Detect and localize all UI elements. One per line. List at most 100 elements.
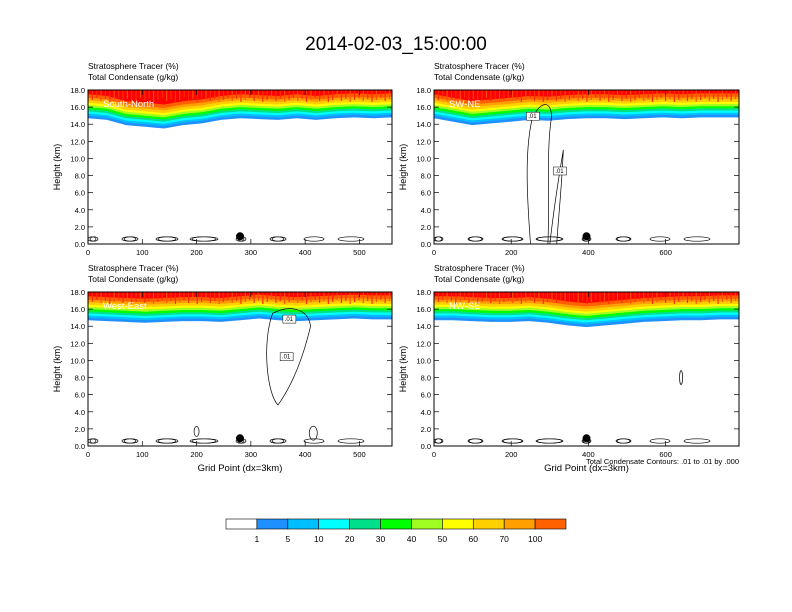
low-cloud-contour bbox=[468, 438, 484, 444]
low-cloud-contour bbox=[468, 236, 484, 242]
low-cloud-contour bbox=[271, 438, 287, 444]
y-tick-label: 12.0 bbox=[70, 339, 85, 348]
low-cloud-contour bbox=[157, 438, 179, 444]
low-cloud-contour bbox=[191, 236, 219, 242]
y-tick-label: 12.0 bbox=[416, 137, 431, 146]
panel-subtitle: Stratosphere Tracer (%) bbox=[88, 61, 179, 71]
colorbar-label: 100 bbox=[528, 534, 542, 544]
x-tick-label: 300 bbox=[245, 248, 258, 257]
panel-2: .01 .01 SW-NE Stratosphere Tracer (%)Total … bbox=[398, 61, 740, 257]
y-tick-label: 6.0 bbox=[421, 391, 431, 400]
y-tick-label: 4.0 bbox=[421, 206, 431, 215]
low-cloud-contour bbox=[434, 236, 444, 242]
condensate-contours bbox=[434, 104, 711, 244]
colorbar-box bbox=[256, 518, 289, 530]
panel-subtitle: Total Condensate (g/kg) bbox=[434, 274, 524, 284]
x-tick-label: 200 bbox=[190, 450, 203, 459]
x-tick-label: 200 bbox=[190, 248, 203, 257]
y-axis-label: Height (km) bbox=[52, 346, 62, 393]
colorbar-label: 20 bbox=[345, 534, 355, 544]
panel-label: South-North bbox=[103, 99, 154, 110]
low-cloud-contour bbox=[337, 438, 365, 444]
x-tick-label: 600 bbox=[659, 248, 672, 257]
x-axis-label: Grid Point (dx=3km) bbox=[198, 463, 283, 474]
y-tick-label: 10.0 bbox=[416, 154, 431, 163]
x-tick-label: 400 bbox=[299, 248, 312, 257]
colorbar-label: 1 bbox=[255, 534, 260, 544]
contour-label-box bbox=[279, 352, 294, 361]
x-tick-label: 0 bbox=[86, 248, 90, 257]
tracer-band-11 bbox=[88, 90, 392, 105]
tracer-field: .01 .01 bbox=[434, 90, 739, 244]
cloud-contour bbox=[679, 370, 683, 385]
y-tick-label: 4.0 bbox=[421, 408, 431, 417]
low-cloud-contour bbox=[616, 438, 632, 444]
low-cloud-contour bbox=[303, 438, 325, 444]
y-tick-label: 8.0 bbox=[75, 172, 85, 181]
colorbar-box bbox=[411, 518, 443, 530]
contour-label-box bbox=[553, 166, 567, 176]
y-tick-label: 8.0 bbox=[75, 374, 85, 383]
low-cloud-contour bbox=[683, 236, 711, 242]
y-tick-label: 4.0 bbox=[75, 408, 85, 417]
colorbar-box bbox=[349, 518, 381, 530]
y-axis-label: Height (km) bbox=[398, 144, 408, 191]
figure-title: 2014-02-03_15:00:00 bbox=[305, 34, 487, 55]
y-tick-label: 18.0 bbox=[70, 86, 85, 95]
colorbar-box bbox=[442, 518, 474, 530]
low-cloud-contour bbox=[337, 236, 365, 242]
location-marker bbox=[236, 232, 244, 241]
panel-subtitle: Total Condensate (g/kg) bbox=[434, 72, 524, 82]
y-tick-label: 18.0 bbox=[416, 288, 431, 297]
low-cloud-contour bbox=[308, 425, 318, 441]
y-tick-label: 8.0 bbox=[421, 374, 431, 383]
location-marker bbox=[236, 434, 244, 443]
y-tick-label: 16.0 bbox=[70, 103, 85, 112]
low-cloud-contour bbox=[616, 236, 632, 242]
colorbar-box bbox=[380, 518, 412, 530]
y-tick-label: 0.0 bbox=[75, 442, 85, 451]
panel-subtitle: Total Condensate (g/kg) bbox=[88, 274, 178, 284]
panel-label: West-East bbox=[103, 301, 147, 312]
y-tick-label: 16.0 bbox=[416, 305, 431, 314]
colorbar: 1 5 10 20 30 40 50 60 70 100 bbox=[225, 518, 567, 544]
colorbar-box bbox=[287, 518, 320, 530]
x-tick-label: 0 bbox=[432, 248, 436, 257]
panel-subtitle: Total Condensate (g/kg) bbox=[88, 72, 178, 82]
y-tick-label: 14.0 bbox=[70, 322, 85, 331]
plot-frame bbox=[87, 89, 393, 245]
y-tick-label: 12.0 bbox=[416, 339, 431, 348]
y-tick-label: 2.0 bbox=[75, 425, 85, 434]
y-tick-label: 10.0 bbox=[70, 356, 85, 365]
convective-contour bbox=[266, 308, 311, 406]
y-tick-label: 4.0 bbox=[75, 206, 85, 215]
y-axis-label: Height (km) bbox=[52, 144, 62, 191]
y-tick-label: 0.0 bbox=[421, 240, 431, 249]
x-tick-label: 500 bbox=[353, 248, 366, 257]
x-tick-label: 0 bbox=[86, 450, 90, 459]
low-cloud-contour bbox=[502, 236, 524, 242]
low-cloud-contour bbox=[89, 438, 99, 444]
y-tick-label: 0.0 bbox=[75, 240, 85, 249]
y-axis-label: Height (km) bbox=[398, 346, 408, 393]
x-tick-label: 600 bbox=[659, 450, 672, 459]
x-tick-label: 300 bbox=[245, 450, 258, 459]
panel-1: South-North Stratosphere Tracer (%)Total … bbox=[52, 61, 393, 257]
y-tick-label: 2.0 bbox=[421, 223, 431, 232]
colorbar-box bbox=[225, 518, 258, 530]
contour-label: .01 bbox=[528, 114, 537, 120]
x-tick-label: 400 bbox=[582, 450, 595, 459]
low-cloud-contour bbox=[303, 236, 325, 242]
y-tick-label: 12.0 bbox=[70, 137, 85, 146]
x-tick-label: 100 bbox=[136, 248, 149, 257]
contour-label: .01 bbox=[555, 169, 564, 175]
panel-label: NW-SE bbox=[449, 301, 481, 312]
colorbar-label: 30 bbox=[376, 534, 386, 544]
low-cloud-contour bbox=[89, 236, 99, 242]
y-tick-label: 14.0 bbox=[416, 120, 431, 129]
y-tick-label: 18.0 bbox=[416, 86, 431, 95]
tracer-field: .01 .01 bbox=[88, 292, 392, 446]
x-tick-label: 0 bbox=[432, 450, 436, 459]
